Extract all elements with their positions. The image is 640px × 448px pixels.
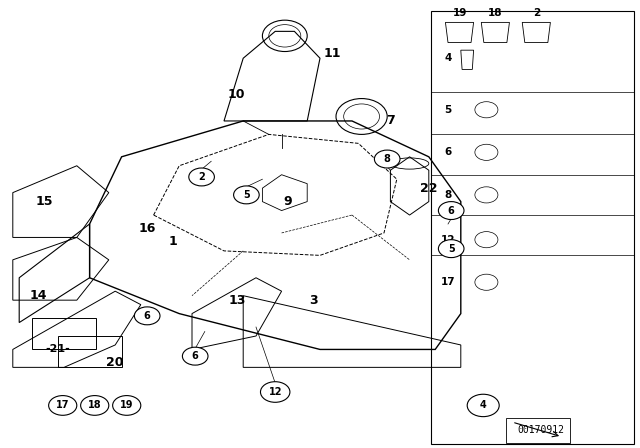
Text: 5: 5 (448, 244, 454, 254)
Text: 2: 2 (532, 8, 540, 17)
Text: 7: 7 (386, 114, 395, 128)
Text: 3: 3 (309, 293, 318, 307)
Text: 17: 17 (441, 277, 455, 287)
Text: 5: 5 (243, 190, 250, 200)
Text: 9: 9 (284, 195, 292, 208)
Text: 6: 6 (192, 351, 198, 361)
Text: 6: 6 (448, 206, 454, 215)
Text: 22: 22 (420, 181, 438, 195)
Text: 11: 11 (324, 47, 342, 60)
Circle shape (467, 394, 499, 417)
Text: 18: 18 (88, 401, 102, 410)
Text: 6: 6 (444, 147, 452, 157)
Text: 1: 1 (168, 235, 177, 249)
Text: 00170912: 00170912 (517, 425, 564, 435)
Text: 19: 19 (120, 401, 134, 410)
Text: 4: 4 (480, 401, 486, 410)
Circle shape (134, 307, 160, 325)
Text: 5: 5 (444, 105, 452, 115)
Text: 4: 4 (444, 53, 452, 63)
Text: 14: 14 (29, 289, 47, 302)
Text: 17: 17 (56, 401, 70, 410)
Text: 15: 15 (36, 195, 54, 208)
Circle shape (49, 396, 77, 415)
Text: 8: 8 (444, 190, 452, 200)
Text: 2: 2 (198, 172, 205, 182)
Circle shape (438, 240, 464, 258)
Text: 10: 10 (228, 87, 246, 101)
Text: 13: 13 (228, 293, 246, 307)
Circle shape (182, 347, 208, 365)
Circle shape (374, 150, 400, 168)
Circle shape (234, 186, 259, 204)
Text: 19: 19 (452, 8, 467, 17)
Text: 6: 6 (144, 311, 150, 321)
Text: 12: 12 (441, 235, 455, 245)
Text: 20: 20 (106, 356, 124, 370)
Text: 16: 16 (138, 222, 156, 235)
Text: 12: 12 (268, 387, 282, 397)
Text: 18: 18 (488, 8, 502, 17)
Text: -21-: -21- (45, 345, 70, 354)
Circle shape (113, 396, 141, 415)
Circle shape (438, 202, 464, 220)
Circle shape (189, 168, 214, 186)
Circle shape (260, 382, 290, 402)
Circle shape (81, 396, 109, 415)
Text: 8: 8 (384, 154, 390, 164)
